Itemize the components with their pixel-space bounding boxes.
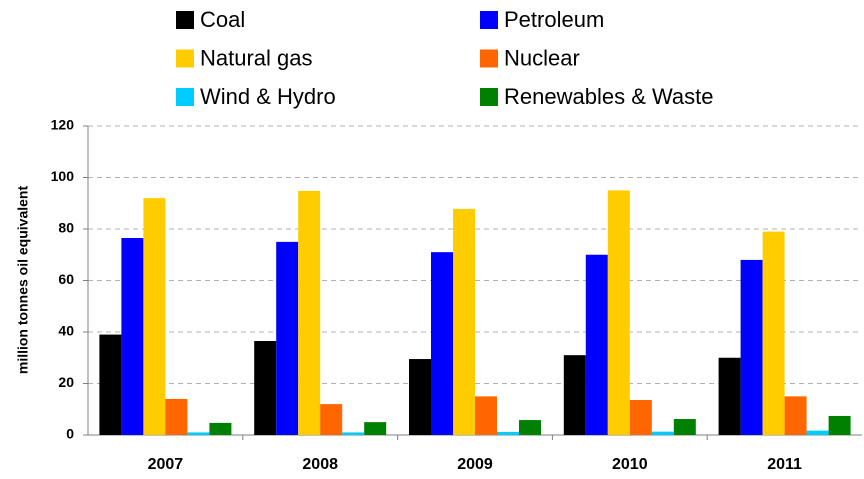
legend-swatch xyxy=(480,49,498,68)
legend-label: Renewables & Waste xyxy=(504,84,714,109)
x-tick-label: 2007 xyxy=(148,456,184,473)
bar xyxy=(828,415,851,435)
y-tick-label: 0 xyxy=(66,426,74,442)
bar xyxy=(651,431,674,435)
bar xyxy=(762,231,785,435)
bar xyxy=(519,420,541,435)
bar xyxy=(431,252,453,435)
bar xyxy=(585,254,608,435)
bar xyxy=(342,432,365,435)
legend-label: Wind & Hydro xyxy=(200,84,336,109)
bar xyxy=(784,396,807,435)
legend-swatch xyxy=(176,11,194,29)
bar xyxy=(121,238,144,435)
bar xyxy=(497,431,519,435)
bar xyxy=(563,355,586,435)
bar xyxy=(806,430,829,435)
legend-swatch xyxy=(480,11,498,29)
legend-label: Coal xyxy=(200,7,245,32)
bar xyxy=(143,198,166,435)
x-tick-label: 2010 xyxy=(612,456,648,473)
y-tick-label: 60 xyxy=(58,271,74,287)
bar xyxy=(254,341,277,435)
x-tick-label: 2009 xyxy=(457,456,493,473)
bar xyxy=(475,396,497,435)
x-tick-label: 2008 xyxy=(302,456,338,473)
bar xyxy=(165,398,188,435)
bar xyxy=(409,359,431,435)
bar xyxy=(209,422,232,435)
bar xyxy=(364,422,387,435)
legend-swatch xyxy=(480,88,498,106)
y-tick-label: 100 xyxy=(51,168,75,184)
y-tick-label: 120 xyxy=(51,117,75,133)
legend-label: Petroleum xyxy=(504,7,604,32)
bar xyxy=(718,357,741,435)
legend-label: Natural gas xyxy=(200,45,313,70)
legend-swatch xyxy=(176,88,194,106)
y-tick-label: 40 xyxy=(58,323,74,339)
legend-swatch xyxy=(176,49,194,68)
y-tick-label: 80 xyxy=(58,220,74,236)
legend-label: Nuclear xyxy=(504,45,580,70)
bar xyxy=(320,404,343,435)
bar xyxy=(187,432,210,435)
bar xyxy=(629,399,652,435)
y-axis-label: million tonnes oil equivalent xyxy=(15,186,31,375)
y-tick-label: 20 xyxy=(58,374,74,390)
bar xyxy=(453,208,475,435)
x-tick-label: 2011 xyxy=(767,456,802,473)
bar xyxy=(276,241,299,435)
bar xyxy=(298,190,321,435)
bar xyxy=(99,334,122,435)
bar xyxy=(740,259,763,435)
bar xyxy=(607,190,630,435)
bar xyxy=(673,419,696,435)
